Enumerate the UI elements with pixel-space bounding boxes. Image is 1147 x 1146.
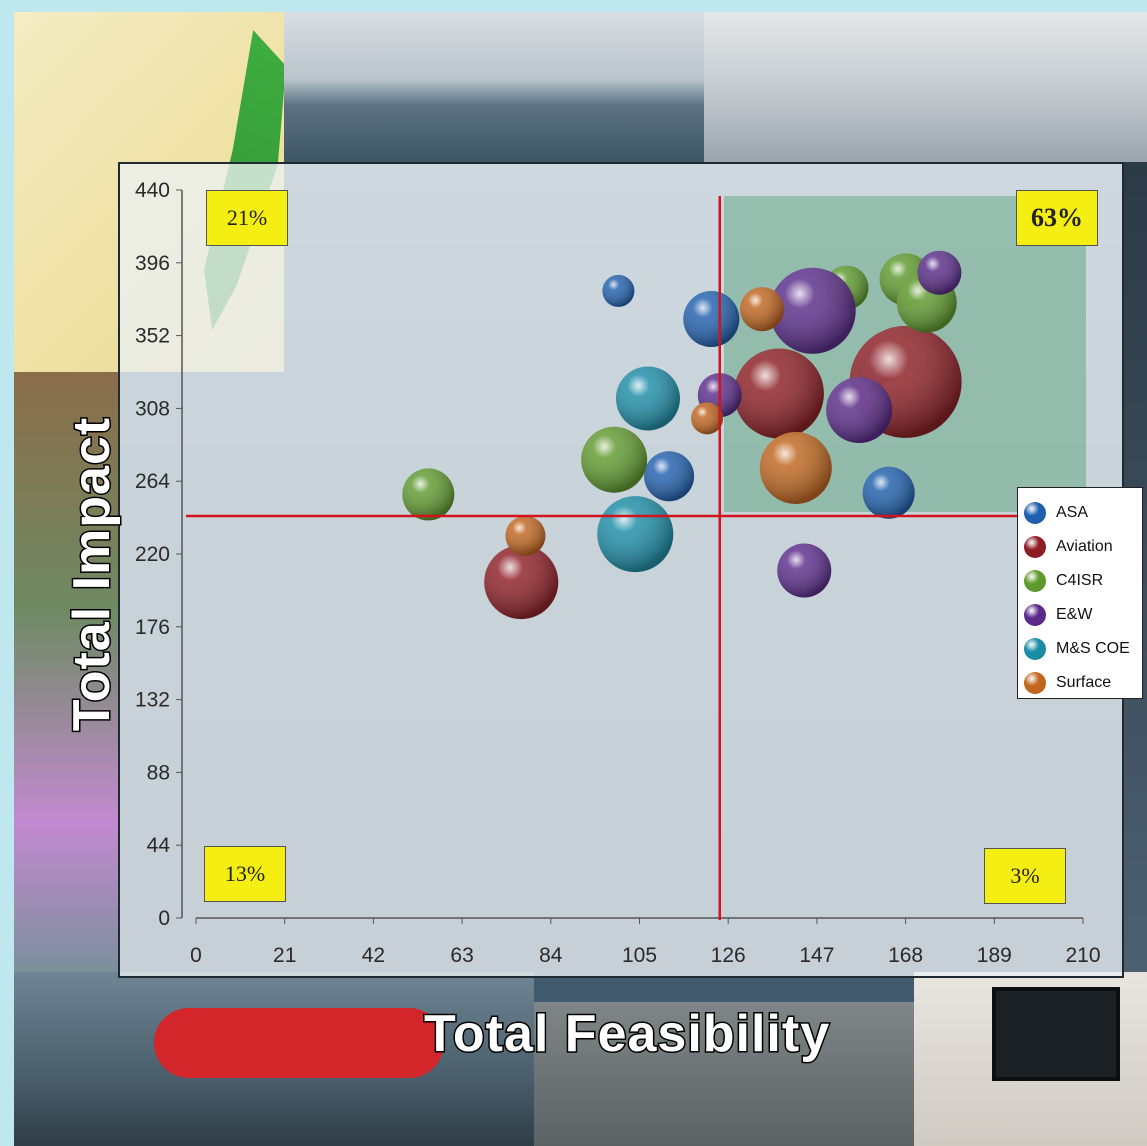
legend-swatch (1024, 638, 1046, 660)
legend-swatch (1024, 536, 1046, 558)
y-axis-title: Total Impact (62, 415, 123, 732)
bubble-c4isr (402, 468, 455, 521)
harbor-photo (284, 12, 704, 162)
y-tick-label: 88 (147, 761, 170, 784)
bubble-surface (691, 402, 724, 435)
x-tick-label: 0 (190, 944, 202, 967)
y-tick-label: 308 (135, 397, 170, 420)
quadrant-label-bottom-right: 3% (984, 848, 1066, 904)
legend-entry: C4ISR (1024, 564, 1136, 598)
bubble-asa (644, 451, 695, 502)
x-tick-label: 42 (362, 944, 385, 967)
y-tick-label: 440 (135, 179, 170, 202)
bubble-aviation (733, 348, 824, 439)
legend-label: C4ISR (1056, 572, 1104, 589)
legend-label: E&W (1056, 606, 1093, 623)
x-tick-label: 84 (539, 944, 563, 967)
bubble-surface (739, 287, 784, 332)
y-tick-label: 176 (135, 616, 170, 639)
bubble-surface (759, 431, 832, 504)
x-tick-label: 147 (799, 944, 834, 967)
legend-swatch (1024, 570, 1046, 592)
laptop-screen (992, 987, 1120, 1081)
y-tick-label: 352 (135, 325, 170, 348)
x-tick-label: 126 (711, 944, 746, 967)
quadrant-label-bottom-left: 13% (204, 846, 286, 902)
legend-label: M&S COE (1056, 640, 1130, 657)
x-tick-label: 105 (622, 944, 657, 967)
legend-entry: Surface (1024, 666, 1136, 700)
x-tick-label: 189 (977, 944, 1012, 967)
legend-swatch (1024, 604, 1046, 626)
boat-photo (704, 12, 1147, 162)
bubble-e-w (777, 543, 832, 598)
bubble-c4isr (581, 426, 648, 493)
bubble-asa (602, 274, 635, 307)
quadrant-label-top-right: 63% (1016, 190, 1098, 246)
x-tick-label: 63 (450, 944, 473, 967)
legend-entry: Aviation (1024, 530, 1136, 564)
y-tick-label: 0 (158, 907, 170, 930)
x-tick-label: 210 (1065, 944, 1100, 967)
legend-label: Surface (1056, 674, 1112, 691)
legend-swatch (1024, 672, 1046, 694)
bubble-e-w (917, 250, 962, 295)
bubble-asa (683, 291, 740, 348)
bubble-m-s-coe (615, 366, 680, 431)
quadrant-label-top-left: 21% (206, 190, 288, 246)
y-tick-label: 396 (135, 252, 170, 275)
x-tick-label: 168 (888, 944, 923, 967)
x-axis-title: Total Feasibility (422, 1004, 831, 1065)
legend-entry: E&W (1024, 598, 1136, 632)
y-tick-label: 264 (135, 470, 170, 493)
bubble-e-w (769, 267, 856, 354)
legend-label: Aviation (1056, 538, 1113, 555)
bubble-surface (505, 515, 546, 556)
y-tick-label: 44 (147, 834, 171, 857)
gravel-photo (534, 1002, 914, 1146)
survival-suit (154, 1008, 444, 1078)
left-edge-photo (14, 372, 118, 972)
legend-entry: M&S COE (1024, 632, 1136, 666)
bubble-aviation (484, 545, 559, 620)
x-tick-label: 21 (273, 944, 296, 967)
y-tick-label: 132 (135, 689, 170, 712)
legend-swatch (1024, 502, 1046, 524)
bubble-e-w (826, 377, 893, 444)
bubble-m-s-coe (597, 496, 674, 573)
y-tick-label: 220 (135, 543, 170, 566)
legend-entry: ASA (1024, 496, 1136, 530)
bubble-asa (862, 466, 915, 519)
legend: ASA Aviation C4ISR E&W M&S COE Surface (1017, 487, 1143, 699)
legend-label: ASA (1056, 504, 1089, 521)
